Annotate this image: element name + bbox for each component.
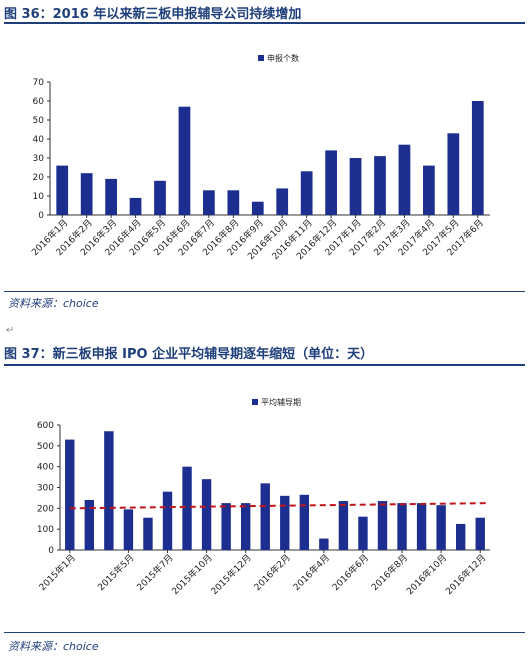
figure-title-37: 图 37：新三板申报 IPO 企业平均辅导期逐年缩短（单位：天） <box>4 347 374 362</box>
legend-swatch <box>258 55 264 61</box>
bar <box>162 491 173 550</box>
bar <box>154 180 166 215</box>
y-tick-label: 500 <box>37 442 54 452</box>
bar <box>455 523 466 550</box>
bar <box>221 503 231 550</box>
y-tick-label: 0 <box>38 211 44 221</box>
x-tick-label: 2015年1月 <box>36 552 77 593</box>
source-note: 资料来源：choice <box>8 640 99 653</box>
bar <box>105 178 117 215</box>
bar <box>80 173 93 215</box>
y-tick-label: 20 <box>33 173 45 183</box>
x-tick-label: 2016年10月 <box>404 552 450 598</box>
bar <box>56 165 69 215</box>
legend-swatch <box>252 399 258 405</box>
bar <box>423 165 435 215</box>
x-tick-label: 2015年5月 <box>95 552 136 593</box>
bar <box>299 494 310 550</box>
bar <box>104 431 114 550</box>
bar <box>201 479 212 550</box>
bar <box>280 495 290 550</box>
bar <box>182 466 192 550</box>
source-rule <box>4 632 525 633</box>
x-tick-label: 2016年8月 <box>369 552 410 593</box>
title-rule <box>4 364 525 366</box>
bar <box>276 188 289 215</box>
y-tick-label: 60 <box>33 97 45 107</box>
x-tick-label: 2016年4月 <box>291 552 332 593</box>
bar <box>325 150 337 215</box>
y-tick-label: 10 <box>33 192 45 202</box>
bar <box>240 503 251 550</box>
bar <box>436 505 446 550</box>
figure-title-36: 图 36：2016 年以来新三板申报辅导公司持续增加 <box>4 7 302 22</box>
legend-label: 申报个数 <box>267 53 299 63</box>
y-tick-label: 40 <box>33 135 45 145</box>
y-tick-label: 400 <box>37 463 54 473</box>
paragraph-mark: ↵ <box>6 325 15 336</box>
bar <box>398 144 411 215</box>
bar <box>143 517 153 550</box>
bar-chart-applications: 申报个数0102030405060702016年1月2016年2月2016年3月… <box>29 53 490 262</box>
bar <box>377 501 388 550</box>
bar <box>227 190 240 215</box>
bar <box>374 156 386 215</box>
bar <box>349 158 362 215</box>
bar <box>84 500 95 550</box>
source-note: 资料来源：choice <box>8 297 99 310</box>
bar <box>129 197 142 215</box>
source-rule <box>4 291 525 292</box>
bar <box>65 439 75 550</box>
x-tick-label: 2015年12月 <box>208 552 254 598</box>
y-tick-label: 0 <box>48 546 54 556</box>
y-tick-label: 600 <box>37 421 54 431</box>
bar <box>471 101 484 215</box>
bar <box>447 133 460 215</box>
title-rule <box>4 22 525 24</box>
x-tick-label: 2016年6月 <box>330 552 371 593</box>
bar <box>300 171 313 215</box>
bar <box>475 517 485 550</box>
bar <box>251 201 264 215</box>
y-tick-label: 50 <box>33 116 45 126</box>
y-tick-label: 30 <box>33 154 45 164</box>
bar <box>358 516 368 550</box>
x-tick-label: 2016年12月 <box>443 552 489 598</box>
y-tick-label: 200 <box>37 504 54 514</box>
x-tick-label: 2016年2月 <box>251 552 292 593</box>
x-tick-label: 2015年7月 <box>134 552 175 593</box>
y-tick-label: 70 <box>33 78 45 88</box>
y-tick-label: 300 <box>37 484 54 494</box>
bar <box>203 190 215 215</box>
x-tick-label: 2015年10月 <box>169 552 215 598</box>
bar <box>319 538 329 550</box>
legend-label: 平均辅导期 <box>261 397 301 407</box>
y-tick-label: 100 <box>37 525 54 535</box>
bar <box>260 483 270 550</box>
bar <box>397 503 407 550</box>
bar <box>338 501 349 550</box>
bar <box>123 509 134 550</box>
bar <box>416 503 427 550</box>
bar <box>178 106 191 215</box>
